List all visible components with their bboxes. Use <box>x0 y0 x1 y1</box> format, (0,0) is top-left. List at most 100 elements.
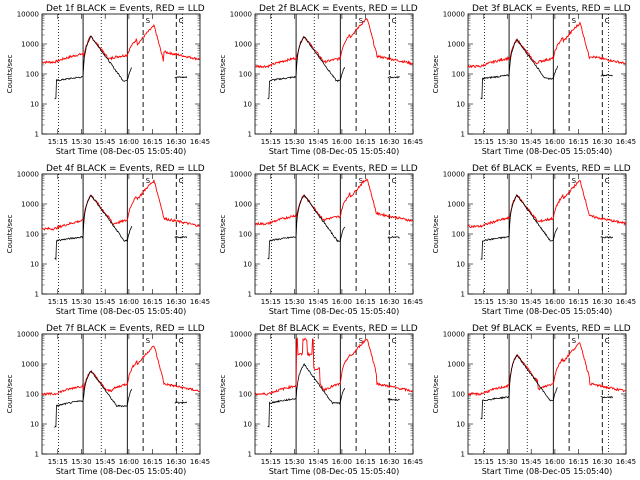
x-tick-label: 16:30 <box>166 298 186 306</box>
y-tick-label: 1000 <box>234 201 252 209</box>
y-axis-label: Counts/sec <box>6 55 14 94</box>
x-tick-label: 15:30 <box>71 458 91 466</box>
panel-title: Det 8f BLACK = Events, RED = LLD <box>259 324 418 334</box>
panel-6: Det 6f BLACK = Events, RED = LLD 1 10 100 10… <box>432 164 636 316</box>
panel-title: Det 9f BLACK = Events, RED = LLD <box>472 324 631 334</box>
x-tick-label: 16:30 <box>592 298 612 306</box>
y-tick-label: 1 <box>35 131 39 139</box>
x-tick-label: 16:45 <box>190 138 210 146</box>
y-tick-label: 10000 <box>230 171 252 179</box>
y-tick-label: 10 <box>456 101 465 109</box>
y-tick-label: 100 <box>26 391 39 399</box>
x-tick-label: 16:45 <box>403 298 423 306</box>
x-axis-label: Start Time (08-Dec-05 15:05:40) <box>56 307 187 316</box>
y-tick-label: 10000 <box>17 11 39 19</box>
panel-title: Det 4f BLACK = Events, RED = LLD <box>46 164 205 174</box>
y-tick-label: 1000 <box>447 201 465 209</box>
lld-series-line <box>42 179 200 231</box>
y-tick-label: 100 <box>239 391 252 399</box>
x-tick-label: 16:00 <box>332 298 352 306</box>
panel-7: Det 7f BLACK = Events, RED = LLD 1 10 100 10… <box>6 324 210 476</box>
y-tick-label: 1000 <box>447 361 465 369</box>
x-tick-label: 15:30 <box>497 138 517 146</box>
x-tick-label: 16:30 <box>379 458 399 466</box>
y-axis-label: Counts/sec <box>219 55 227 94</box>
x-tick-label: 15:45 <box>521 298 541 306</box>
y-axis-label: Counts/sec <box>432 55 440 94</box>
marker-letter-s: S <box>572 177 577 185</box>
y-tick-label: 10000 <box>443 331 465 339</box>
marker-letter-s: S <box>359 337 364 345</box>
x-tick-label: 16:15 <box>569 458 589 466</box>
panel-3: Det 3f BLACK = Events, RED = LLD 1 10 100 10… <box>432 4 636 156</box>
events-series-line <box>267 363 400 428</box>
panel-title: Det 7f BLACK = Events, RED = LLD <box>46 324 205 334</box>
x-axis-label: Start Time (08-Dec-05 15:05:40) <box>482 467 613 476</box>
y-tick-label: 1000 <box>21 361 39 369</box>
y-axis-label: Counts/sec <box>6 375 14 414</box>
x-tick-label: 15:30 <box>497 298 517 306</box>
y-tick-label: 1000 <box>234 361 252 369</box>
y-tick-label: 1 <box>248 131 252 139</box>
y-axis-label: Counts/sec <box>219 215 227 254</box>
events-series-line <box>267 36 400 100</box>
marker-letter-c: C <box>179 177 184 185</box>
events-series-line <box>480 354 614 420</box>
y-tick-label: 10 <box>243 421 252 429</box>
x-axis-label: Start Time (08-Dec-05 15:05:40) <box>269 147 400 156</box>
x-tick-label: 15:15 <box>261 298 281 306</box>
x-tick-label: 16:00 <box>545 458 565 466</box>
y-tick-label: 1000 <box>447 41 465 49</box>
marker-letter-c: C <box>392 337 397 345</box>
lld-series-line <box>468 342 626 397</box>
lld-series-line <box>468 21 626 69</box>
x-tick-label: 16:30 <box>592 458 612 466</box>
x-tick-label: 15:30 <box>497 458 517 466</box>
x-axis-label: Start Time (08-Dec-05 15:05:40) <box>56 147 187 156</box>
y-tick-label: 10000 <box>17 331 39 339</box>
marker-letter-s: S <box>359 177 364 185</box>
events-series-line <box>54 35 188 100</box>
y-tick-label: 10000 <box>230 11 252 19</box>
x-axis-label: Start Time (08-Dec-05 15:05:40) <box>56 467 187 476</box>
x-tick-label: 15:15 <box>261 138 281 146</box>
marker-letter-s: S <box>572 337 577 345</box>
panel-2: Det 2f BLACK = Events, RED = LLD 1 10 100 10… <box>219 4 423 156</box>
x-tick-label: 16:15 <box>356 298 376 306</box>
y-axis-label: Counts/sec <box>432 215 440 254</box>
y-tick-label: 10 <box>30 421 39 429</box>
y-tick-label: 1 <box>461 451 465 459</box>
x-tick-label: 16:15 <box>569 298 589 306</box>
y-tick-label: 100 <box>452 71 465 79</box>
panel-title: Det 5f BLACK = Events, RED = LLD <box>259 164 418 174</box>
x-tick-label: 16:15 <box>356 138 376 146</box>
y-tick-label: 10 <box>243 101 252 109</box>
lld-series-line <box>468 179 626 229</box>
x-tick-label: 15:45 <box>308 298 328 306</box>
x-tick-label: 16:30 <box>592 138 612 146</box>
x-tick-label: 16:45 <box>190 458 210 466</box>
x-tick-label: 15:45 <box>521 138 541 146</box>
x-tick-label: 16:30 <box>379 298 399 306</box>
x-tick-label: 16:15 <box>143 458 163 466</box>
panel-1: Det 1f BLACK = Events, RED = LLD 1 10 100 10… <box>6 4 210 156</box>
x-axis-label: Start Time (08-Dec-05 15:05:40) <box>482 147 613 156</box>
panel-9: Det 9f BLACK = Events, RED = LLD 1 10 100 10… <box>432 324 636 476</box>
x-tick-label: 15:15 <box>261 458 281 466</box>
marker-letter-s: S <box>146 17 151 25</box>
y-tick-label: 10 <box>456 261 465 269</box>
x-tick-label: 15:45 <box>95 458 115 466</box>
y-tick-label: 10 <box>30 101 39 109</box>
marker-letter-c: C <box>605 337 610 345</box>
y-tick-label: 100 <box>239 71 252 79</box>
x-tick-label: 15:15 <box>474 298 494 306</box>
x-tick-label: 16:15 <box>356 458 376 466</box>
y-tick-label: 10000 <box>443 11 465 19</box>
panel-4: Det 4f BLACK = Events, RED = LLD 1 10 100 10… <box>6 164 210 316</box>
x-tick-label: 15:45 <box>95 138 115 146</box>
marker-letter-c: C <box>605 17 610 25</box>
x-tick-label: 16:15 <box>143 298 163 306</box>
x-tick-label: 16:00 <box>545 138 565 146</box>
x-tick-label: 15:45 <box>521 458 541 466</box>
